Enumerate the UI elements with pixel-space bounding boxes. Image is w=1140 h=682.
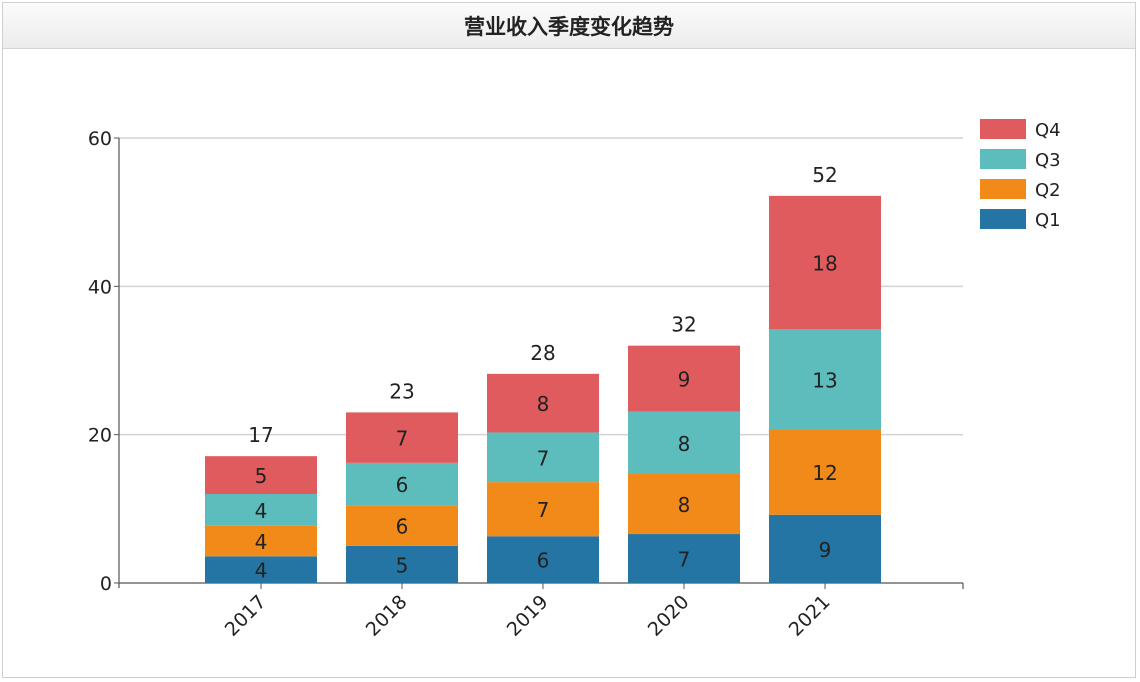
data-label: 6 <box>396 473 409 497</box>
legend-label: Q2 <box>1035 180 1061 201</box>
y-tick-label: 40 <box>88 276 112 298</box>
legend-label: Q3 <box>1035 150 1061 171</box>
data-label: 6 <box>537 549 550 573</box>
bar-segment-q3 <box>487 432 599 483</box>
legend-label: Q4 <box>1035 120 1061 141</box>
bar-segment-q1 <box>205 556 317 583</box>
bar-segment-q2 <box>628 473 740 535</box>
data-label: 7 <box>396 427 409 451</box>
legend-swatch-q2 <box>980 179 1026 199</box>
x-tick-label: 2017 <box>221 591 271 641</box>
bar-segment-q3 <box>346 462 458 506</box>
bar-segment-q4 <box>346 412 458 463</box>
bar-segment-q1 <box>628 534 740 583</box>
bar-segment-q2 <box>769 429 881 515</box>
bar-segment-q1 <box>487 536 599 583</box>
data-label: 4 <box>255 530 268 554</box>
legend-swatch-q4 <box>980 119 1026 139</box>
data-label: 9 <box>819 538 832 562</box>
y-tick-label: 60 <box>88 128 112 150</box>
x-tick-label: 2021 <box>785 591 835 641</box>
x-tick-label: 2020 <box>644 591 694 641</box>
legend-label: Q1 <box>1035 210 1061 231</box>
bar-segment-q4 <box>487 373 599 433</box>
data-label: 18 <box>812 252 837 276</box>
bar-segment-q4 <box>769 195 881 330</box>
data-label: 9 <box>678 368 691 392</box>
data-label: 6 <box>396 515 409 539</box>
y-tick-label: 0 <box>100 573 112 595</box>
data-label: 5 <box>396 553 409 577</box>
legend-swatch-q3 <box>980 149 1026 169</box>
bar-segment-q4 <box>205 456 317 494</box>
y-tick-label: 20 <box>88 425 112 447</box>
bar-segment-q4 <box>628 345 740 412</box>
total-label: 32 <box>671 313 696 337</box>
data-label: 4 <box>255 559 268 583</box>
total-label: 52 <box>812 163 837 187</box>
bar-segment-q2 <box>487 482 599 537</box>
legend-swatch-q1 <box>980 209 1026 229</box>
panel-header: 营业收入季度变化趋势 <box>3 3 1135 49</box>
x-tick-label: 2018 <box>362 591 412 641</box>
bar-segment-q3 <box>205 494 317 526</box>
data-label: 8 <box>678 432 691 456</box>
total-label: 28 <box>530 341 555 365</box>
bar-segment-q3 <box>628 411 740 474</box>
total-label: 23 <box>389 379 414 403</box>
panel-title: 营业收入季度变化趋势 <box>464 14 674 39</box>
bar-segment-q1 <box>346 545 458 583</box>
total-label: 17 <box>248 423 273 447</box>
data-label: 8 <box>537 392 550 416</box>
data-label: 7 <box>537 498 550 522</box>
data-label: 8 <box>678 493 691 517</box>
bar-segment-q1 <box>769 514 881 583</box>
x-tick-label: 2019 <box>503 591 553 641</box>
bar-segment-q2 <box>205 525 317 557</box>
legend: Q4 Q3 Q2 Q1 <box>980 119 1061 231</box>
bar-segment-q2 <box>346 505 458 546</box>
data-label: 4 <box>255 499 268 523</box>
data-label: 5 <box>255 464 268 488</box>
bar-segment-q3 <box>769 329 881 430</box>
data-label: 12 <box>812 461 837 485</box>
data-label: 7 <box>537 446 550 470</box>
data-label: 13 <box>812 368 837 392</box>
data-label: 7 <box>678 548 691 572</box>
bars: 4 4 4 5 17 5 6 6 7 23 6 7 7 8 28 7 8 8 9 32 9 12 13 18 52 <box>205 163 881 583</box>
